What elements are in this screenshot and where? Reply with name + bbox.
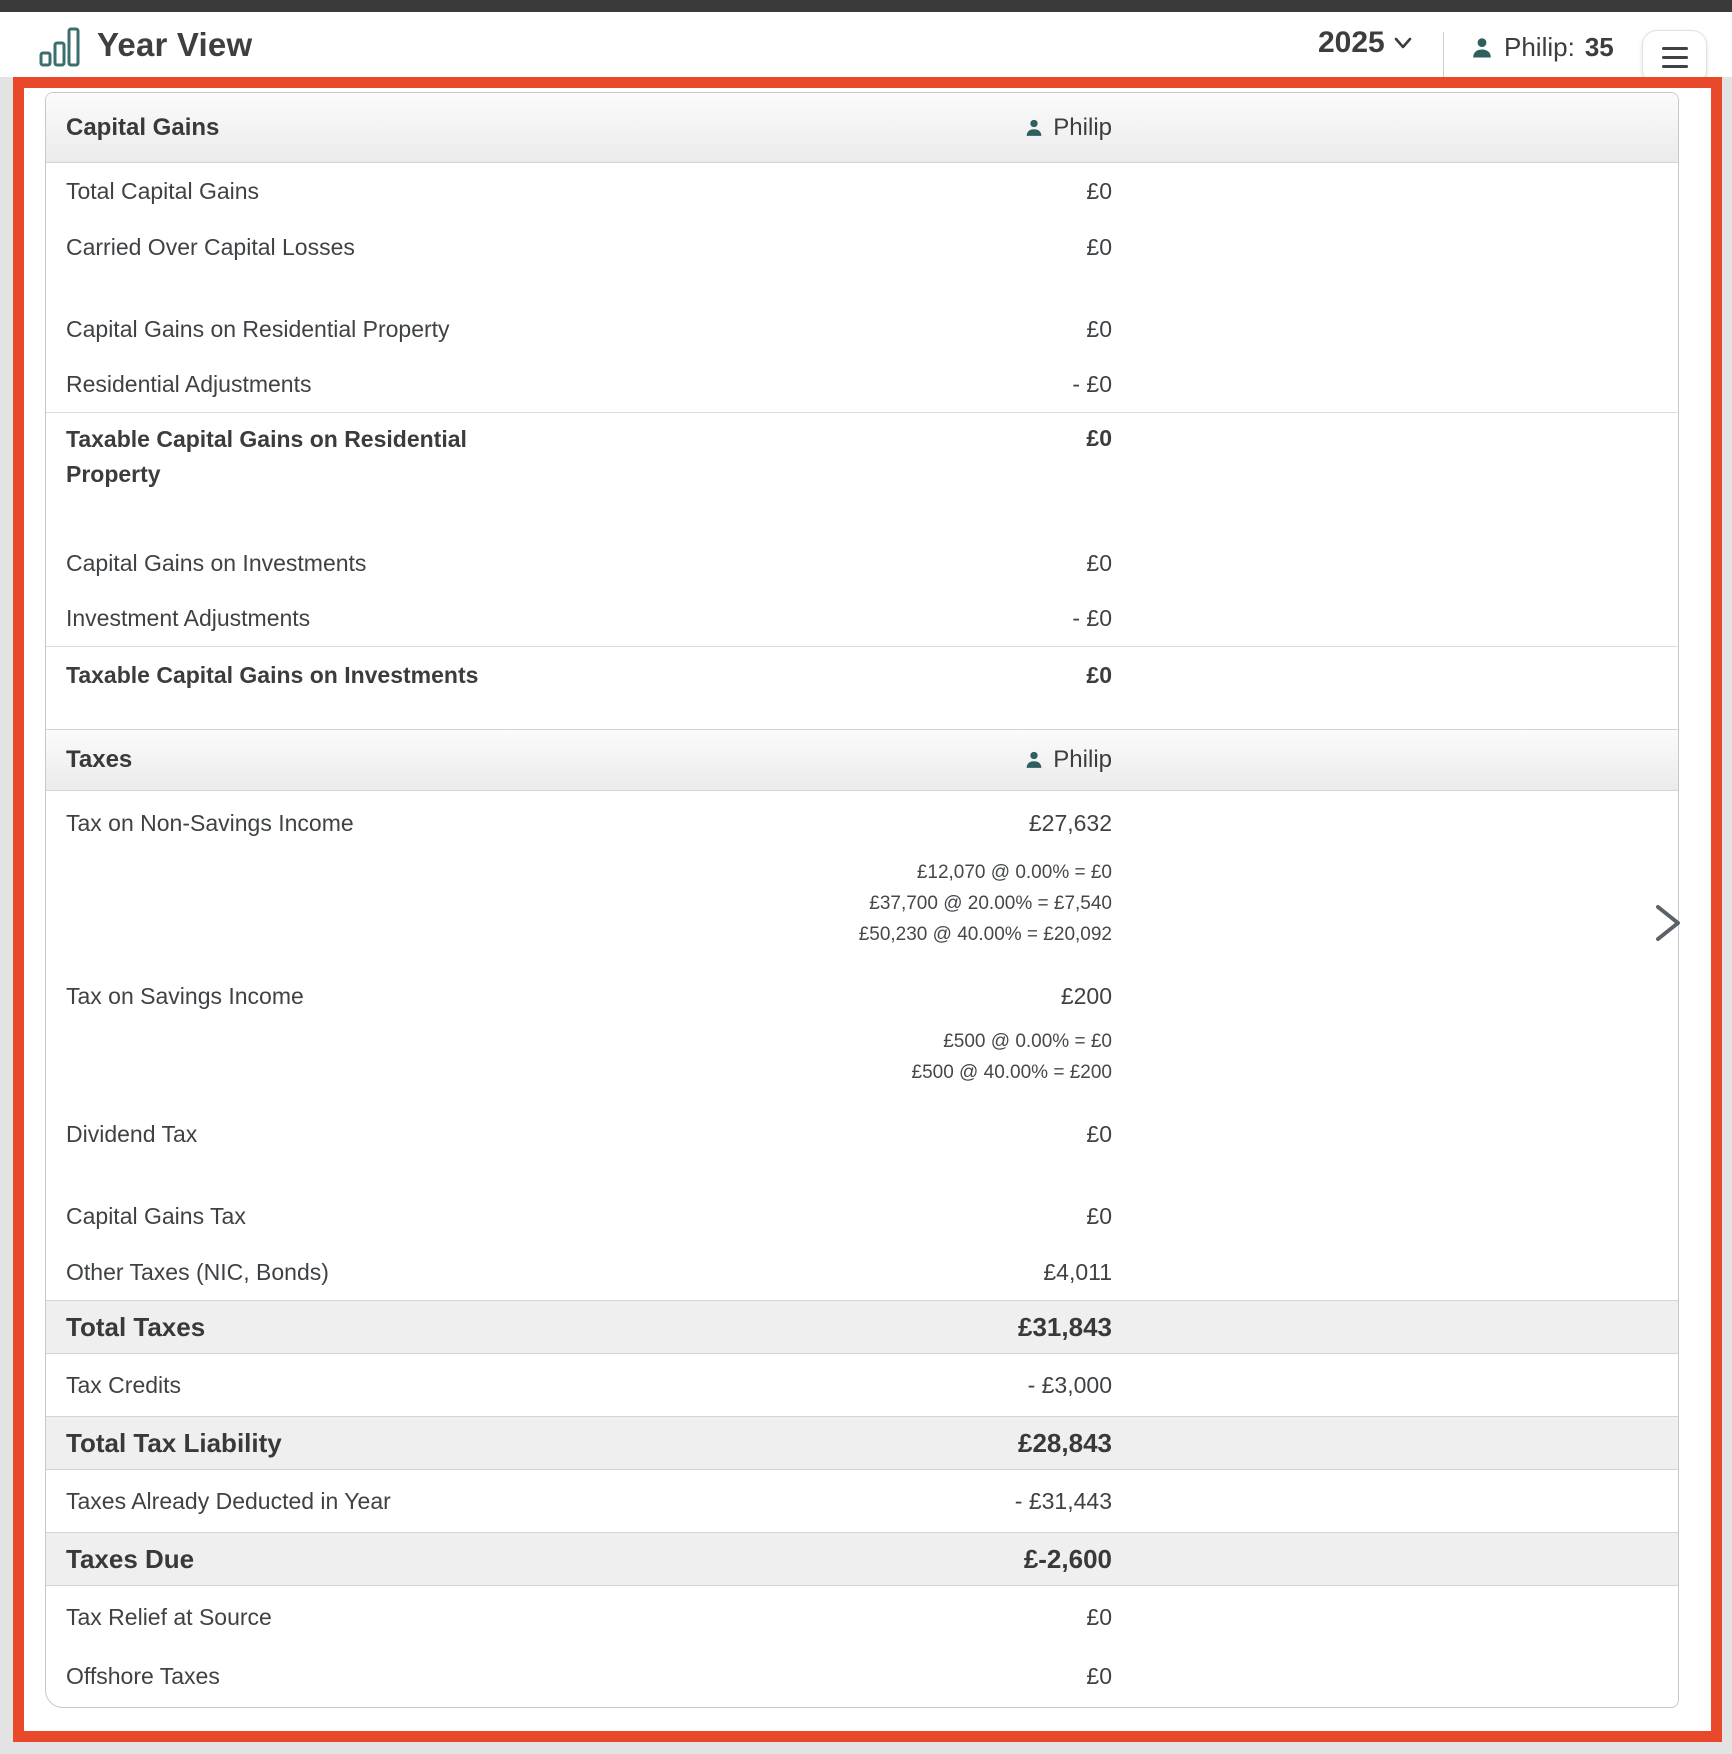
row-label: Offshore Taxes	[66, 1662, 220, 1689]
person-icon	[1024, 118, 1044, 138]
tax-band-line: £37,700 @ 20.00% = £7,540	[869, 893, 1112, 914]
row-value: - £0	[1072, 371, 1112, 397]
row-label: Taxes Already Deducted in Year	[66, 1487, 391, 1514]
row-label: Residential Adjustments	[66, 371, 312, 398]
header-divider	[1443, 32, 1444, 78]
row-label: Investment Adjustments	[66, 605, 311, 632]
section-title: Taxes	[66, 746, 133, 773]
table-row: Tax on Savings Income £200	[46, 968, 1678, 1024]
row-label: Capital Gains Tax	[66, 1202, 246, 1229]
row-value: £28,843	[1018, 1427, 1112, 1458]
table-row: Total Capital Gains £0	[46, 163, 1678, 219]
row-value: £0	[1086, 1603, 1112, 1630]
row-value: £0	[1086, 549, 1112, 576]
table-row: Taxable Capital Gains on Investments £0	[46, 647, 1678, 703]
row-label: Capital Gains on Investments	[66, 549, 367, 576]
hamburger-menu-button[interactable]	[1642, 30, 1707, 85]
row-value: £27,632	[1028, 809, 1112, 836]
table-row: Capital Gains on Residential Property £0	[46, 301, 1678, 357]
bar-chart-icon	[38, 22, 84, 68]
table-row: Taxes Already Deducted in Year - £31,443	[46, 1470, 1678, 1532]
year-value[interactable]: 2025	[1318, 26, 1385, 59]
year-view-table: Capital Gains Philip Total Capital Gains £0…	[45, 92, 1679, 1708]
row-value: £0	[1086, 661, 1112, 688]
user-name: Philip:	[1504, 32, 1575, 62]
row-value: £-2,600	[1023, 1543, 1112, 1574]
row-label: Taxes Due	[66, 1543, 195, 1574]
table-row: Total Tax Liability £28,843	[46, 1416, 1678, 1470]
person-column-header[interactable]: Philip	[1024, 746, 1112, 774]
browser-top-strip	[0, 0, 1732, 12]
tax-band-line: £500 @ 0.00% = £0	[943, 1031, 1112, 1052]
row-label: Total Tax Liability	[66, 1427, 282, 1458]
scroll-right-chevron-icon[interactable]	[1648, 901, 1688, 945]
tax-band-line: £50,230 @ 40.00% = £20,092	[858, 924, 1112, 945]
table-row: Capital Gains on Investments £0	[46, 535, 1678, 591]
tax-band-breakdown: £500 @ 0.00% = £0 £500 @ 40.00% = £200	[46, 1026, 1678, 1088]
row-value: £0	[1086, 315, 1112, 342]
row-gap	[46, 509, 1678, 535]
row-value: - £0	[1072, 605, 1112, 631]
tax-band-line: £500 @ 40.00% = £200	[911, 1062, 1112, 1083]
row-value: £0	[1086, 177, 1112, 204]
table-row: Taxes Due £-2,600	[46, 1532, 1678, 1586]
table-row: Tax on Non-Savings Income £27,632	[46, 791, 1678, 855]
row-value: £0	[1086, 1662, 1112, 1689]
section-header-row: Capital Gains Philip	[46, 93, 1678, 163]
tax-band-breakdown: £12,070 @ 0.00% = £0 £37,700 @ 20.00% = £…	[46, 857, 1678, 950]
row-value: - £31,443	[1014, 1487, 1112, 1514]
user-age: 35	[1584, 32, 1614, 62]
table-row: Tax Relief at Source £0	[46, 1586, 1678, 1648]
row-label: Total Capital Gains	[66, 177, 260, 204]
table-row: Tax Credits - £3,000	[46, 1354, 1678, 1416]
person-name: Philip	[1053, 113, 1112, 141]
row-label: Tax Credits	[66, 1371, 182, 1398]
year-selector[interactable]: 2025	[1318, 26, 1416, 60]
page-title: Year View	[97, 26, 253, 63]
table-row: Other Taxes (NIC, Bonds) £4,011	[46, 1244, 1678, 1300]
row-value: £4,011	[1043, 1258, 1112, 1285]
chevron-down-icon	[1390, 30, 1416, 56]
tax-band-line: £12,070 @ 0.00% = £0	[916, 862, 1112, 883]
table-row: Investment Adjustments - £0	[46, 591, 1678, 647]
table-row: Capital Gains Tax £0	[46, 1188, 1678, 1244]
section-header-row: Taxes Philip	[46, 729, 1678, 791]
person-column-header[interactable]: Philip	[1024, 114, 1112, 142]
person-name: Philip	[1053, 746, 1112, 773]
row-label: Capital Gains on Residential Property	[66, 315, 450, 342]
row-label: Taxable Capital Gains on Residential Pro…	[66, 426, 467, 487]
row-value: £0	[1086, 1202, 1112, 1229]
table-row: Residential Adjustments - £0	[46, 357, 1678, 413]
person-icon	[1470, 36, 1494, 60]
row-value: £200	[1060, 982, 1112, 1009]
row-value: £31,843	[1018, 1311, 1112, 1342]
row-gap	[46, 1162, 1678, 1188]
person-icon	[1024, 750, 1044, 770]
row-value: - £3,000	[1027, 1371, 1112, 1398]
row-value: £0	[1086, 233, 1112, 260]
row-label: Dividend Tax	[66, 1120, 198, 1147]
table-row: Taxable Capital Gains on Residential Pro…	[46, 413, 1678, 509]
row-value: £0	[1086, 1120, 1112, 1147]
table-row: Total Taxes £31,843	[46, 1300, 1678, 1354]
row-label: Tax on Savings Income	[66, 982, 304, 1009]
row-value: £0	[1086, 425, 1112, 451]
user-indicator: Philip: 35	[1470, 32, 1614, 63]
app-header: Year View 2025 Philip: 35	[0, 12, 1732, 85]
row-label: Carried Over Capital Losses	[66, 233, 355, 260]
row-gap	[46, 275, 1678, 301]
section-title: Capital Gains	[66, 113, 220, 141]
table-row: Carried Over Capital Losses £0	[46, 219, 1678, 275]
hamburger-icon	[1661, 47, 1688, 50]
table-row: Offshore Taxes £0	[46, 1648, 1678, 1704]
table-row: Dividend Tax £0	[46, 1106, 1678, 1162]
section-gap	[46, 703, 1678, 729]
row-label: Tax on Non-Savings Income	[66, 809, 354, 836]
row-label: Total Taxes	[66, 1311, 206, 1342]
row-label: Other Taxes (NIC, Bonds)	[66, 1258, 329, 1285]
row-label: Taxable Capital Gains on Investments	[66, 661, 479, 688]
row-label: Tax Relief at Source	[66, 1603, 272, 1630]
